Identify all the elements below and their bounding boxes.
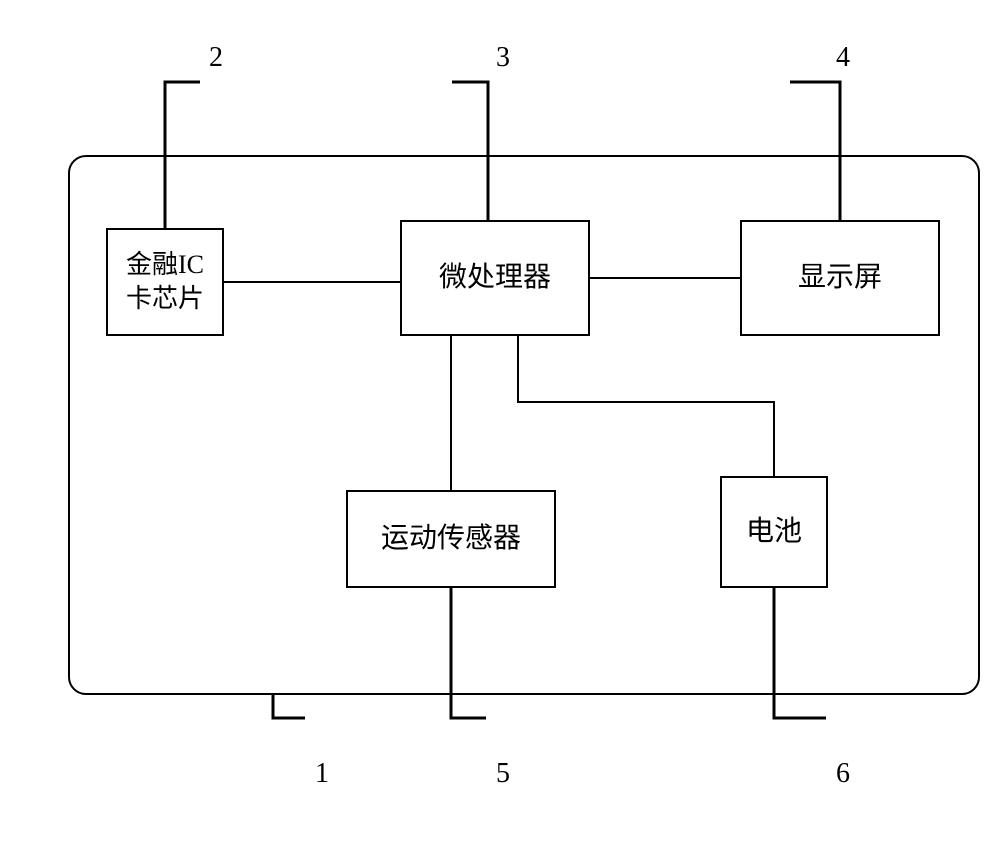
- callout-1: 1: [315, 758, 329, 790]
- callout-5: 5: [496, 758, 510, 790]
- block-battery-label: 电池: [746, 514, 802, 550]
- block-display-label: 显示屏: [798, 260, 882, 296]
- block-battery: 电池: [720, 476, 828, 588]
- block-sensor-label: 运动传感器: [381, 521, 521, 557]
- callout-3: 3: [496, 42, 510, 74]
- block-ic-chip-label: 金融IC卡芯片: [126, 248, 204, 316]
- block-mcu: 微处理器: [400, 220, 590, 336]
- block-mcu-label: 微处理器: [439, 260, 551, 296]
- block-ic-chip: 金融IC卡芯片: [106, 228, 224, 336]
- callout-2: 2: [209, 42, 223, 74]
- block-display: 显示屏: [740, 220, 940, 336]
- diagram-canvas: 金融IC卡芯片 微处理器 显示屏 运动传感器 电池 1 2 3 4 5 6: [20, 20, 1000, 831]
- callout-6: 6: [836, 758, 850, 790]
- callout-4: 4: [836, 42, 850, 74]
- block-sensor: 运动传感器: [346, 490, 556, 588]
